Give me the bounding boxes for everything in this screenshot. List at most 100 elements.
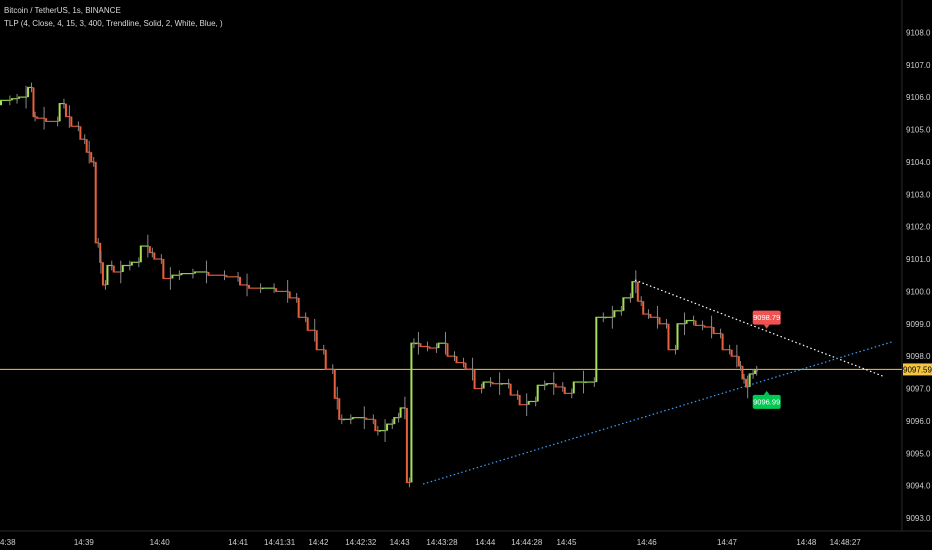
price-tick-label: 9099.0 bbox=[906, 320, 931, 329]
time-tick-label: 14:48 bbox=[796, 538, 817, 547]
candle-series bbox=[0, 82, 758, 488]
marker-pointer bbox=[763, 390, 770, 395]
candle bbox=[536, 385, 539, 402]
candle bbox=[306, 317, 309, 331]
candle bbox=[79, 126, 82, 140]
candle bbox=[631, 281, 634, 298]
price-tick-label: 9097.0 bbox=[906, 385, 931, 394]
time-tick-label: 14:45 bbox=[556, 538, 577, 547]
symbol-title[interactable]: Bitcoin / TetherUS, 1s, BINANCE bbox=[4, 6, 121, 15]
candle bbox=[737, 356, 740, 366]
candle bbox=[64, 103, 67, 117]
candle bbox=[393, 417, 396, 425]
candle bbox=[297, 297, 300, 318]
candle bbox=[225, 275, 228, 277]
marker-label: 9096.99 bbox=[753, 397, 780, 406]
candle bbox=[121, 265, 124, 272]
candle bbox=[527, 401, 530, 405]
candle bbox=[518, 395, 521, 405]
candle bbox=[171, 275, 174, 279]
candle bbox=[10, 98, 13, 101]
candle bbox=[622, 297, 625, 311]
candle bbox=[455, 356, 458, 363]
candle bbox=[90, 152, 93, 162]
candle bbox=[153, 252, 156, 260]
indicator-title[interactable]: TLP (4, Close, 4, 15, 3, 400, Trendline,… bbox=[4, 19, 223, 28]
marker-box bbox=[752, 310, 781, 325]
time-axis[interactable]: 4:38 14:39 14:40 14:41 14:41:31 14:42 14:42:32… bbox=[0, 538, 861, 547]
time-tick-label: 14:48:27 bbox=[830, 538, 862, 547]
candle bbox=[18, 97, 21, 99]
candle bbox=[685, 320, 688, 324]
time-tick-label: 14:44:28 bbox=[511, 538, 543, 547]
candle bbox=[101, 262, 104, 285]
candle bbox=[595, 317, 598, 383]
price-axis[interactable]: 9093.0 9094.0 9095.0 9096.0 9097.0 9098.0 9099… bbox=[906, 28, 931, 523]
price-marker-below: 9096.99 bbox=[752, 390, 781, 409]
candle bbox=[649, 314, 652, 318]
candle bbox=[437, 343, 440, 349]
candle bbox=[248, 284, 251, 289]
candle bbox=[275, 288, 278, 292]
time-tick-label: 14:43 bbox=[390, 538, 411, 547]
price-tick-label: 9104.0 bbox=[906, 158, 931, 167]
price-tick-label: 9102.0 bbox=[906, 223, 931, 232]
current-price-tag: 9097.59 bbox=[903, 363, 932, 376]
candle bbox=[399, 407, 402, 418]
price-tick-label: 9096.0 bbox=[906, 417, 931, 426]
candle bbox=[721, 333, 724, 350]
candle bbox=[419, 343, 422, 347]
candle bbox=[207, 271, 210, 276]
candle bbox=[464, 362, 467, 370]
candle bbox=[712, 327, 715, 334]
price-tick-label: 9103.0 bbox=[906, 190, 931, 199]
time-tick-label: 14:43:28 bbox=[426, 538, 458, 547]
candle bbox=[288, 291, 291, 298]
price-tick-label: 9098.0 bbox=[906, 352, 931, 361]
candle bbox=[446, 343, 449, 357]
candle bbox=[563, 386, 566, 394]
trendline-support[interactable] bbox=[422, 341, 894, 485]
candle bbox=[315, 330, 318, 350]
candle bbox=[405, 407, 408, 483]
candle bbox=[694, 320, 697, 326]
candle bbox=[482, 382, 485, 389]
candle bbox=[338, 398, 341, 420]
time-tick-label: 14:40 bbox=[150, 538, 171, 547]
candle bbox=[85, 139, 88, 153]
trendlines[interactable] bbox=[422, 279, 894, 485]
candle bbox=[148, 246, 151, 253]
candle bbox=[730, 349, 733, 357]
candle bbox=[193, 271, 196, 274]
time-tick-label: 14:44 bbox=[475, 538, 496, 547]
candle bbox=[676, 323, 679, 350]
price-markers: 9098.79 9096.99 bbox=[752, 310, 781, 409]
price-marker-above: 9098.79 bbox=[752, 310, 781, 329]
candle bbox=[613, 310, 616, 318]
time-tick-label: 14:42 bbox=[308, 538, 329, 547]
time-tick-label: 4:38 bbox=[0, 538, 16, 547]
price-tick-label: 9095.0 bbox=[906, 449, 931, 458]
candle bbox=[180, 273, 183, 276]
time-tick-label: 14:46 bbox=[637, 538, 658, 547]
candle bbox=[70, 116, 73, 127]
candle bbox=[410, 343, 413, 483]
candle bbox=[386, 424, 389, 431]
candle bbox=[642, 301, 645, 315]
trendline-resistance[interactable] bbox=[634, 279, 885, 378]
price-tick-label: 9101.0 bbox=[906, 255, 931, 264]
candle bbox=[36, 116, 39, 119]
candle bbox=[112, 265, 115, 272]
candle bbox=[139, 246, 142, 263]
candle bbox=[636, 281, 639, 302]
current-price-tag-box bbox=[903, 363, 932, 376]
candle bbox=[351, 417, 354, 420]
candle bbox=[130, 262, 133, 266]
marker-box bbox=[752, 394, 781, 409]
candle bbox=[99, 242, 102, 263]
candle bbox=[703, 325, 706, 328]
candle bbox=[667, 323, 670, 350]
price-tick-label: 9100.0 bbox=[906, 287, 931, 296]
candle bbox=[741, 365, 744, 379]
